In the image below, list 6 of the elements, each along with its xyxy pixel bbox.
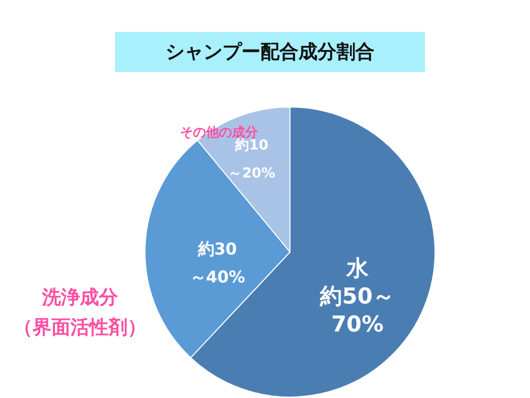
slice-label: 洗浄成分（界面活性剤） (13, 286, 146, 338)
chart-title: シャンプー配合成分割合 (166, 41, 374, 63)
text: 約50～ 70% (319, 284, 395, 338)
slice-label: 水 (345, 256, 370, 282)
text: 約10 ～20% (228, 138, 276, 182)
text: 約30 ～40% (190, 240, 246, 287)
